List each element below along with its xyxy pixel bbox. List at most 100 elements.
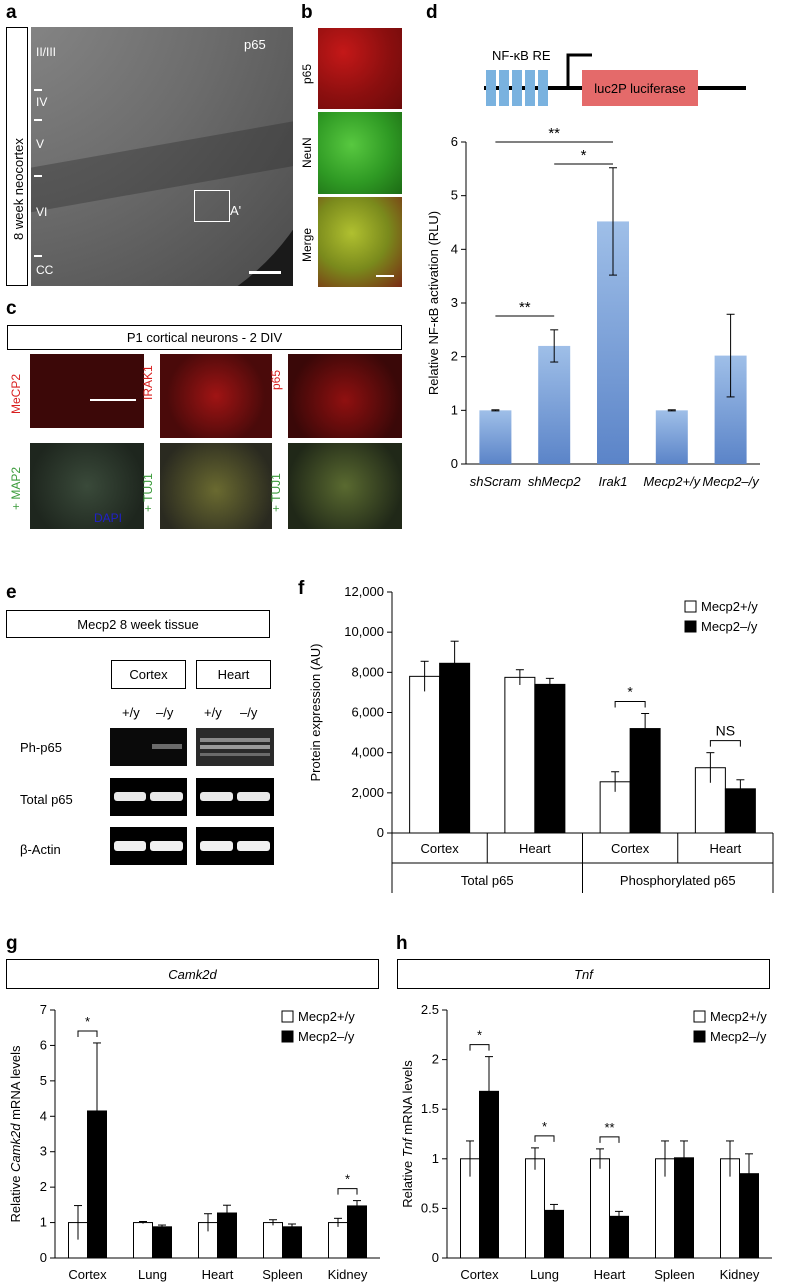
y-tick-label: 0 <box>451 456 458 471</box>
x-tick-label: Spleen <box>654 1267 694 1282</box>
significance-label: * <box>542 1119 547 1134</box>
y-tick-label: 1 <box>432 1151 439 1166</box>
bar-shScram <box>479 410 512 464</box>
mecp2-micrograph <box>30 354 144 428</box>
y-tick-label: 1 <box>451 402 458 417</box>
bar-Mecp2–/y <box>439 662 471 834</box>
tnf-mrna-chart: 00.511.522.5** **Cortex Lung Heart Spleen Kid… <box>400 1002 772 1282</box>
neocortex-side-label: 8 week neocortex <box>11 138 26 240</box>
y-tick-label: 2.5 <box>421 1002 439 1017</box>
x-tick-label: shMecp2 <box>528 474 582 489</box>
top-label-p65: p65 <box>269 369 283 390</box>
layer-label: IV <box>36 95 48 109</box>
x-tick-label: Kidney <box>328 1267 368 1282</box>
y-tick-label: 2,000 <box>351 785 384 800</box>
scale-bar <box>90 399 136 401</box>
significance-label: ** <box>548 125 560 142</box>
significance-bracket <box>337 1188 358 1195</box>
neocortex-side-box: 8 week neocortex <box>6 27 28 286</box>
panel-label-e: e <box>6 582 17 603</box>
panel-label-a: a <box>6 2 17 23</box>
legend-label: Mecp2–/y <box>298 1029 355 1044</box>
bar-Mecp2+/y <box>525 1158 545 1259</box>
x-tick-label: Mecp2–/y <box>702 474 760 489</box>
layer-label: V <box>36 137 45 151</box>
y-tick-label: 0.5 <box>421 1200 439 1215</box>
significance-label: ** <box>604 1120 614 1135</box>
bar-shMecp2 <box>538 345 571 464</box>
bar-Mecp2–/y <box>534 683 566 834</box>
y-tick-label: 3 <box>451 295 458 310</box>
cortex-box: Cortex <box>111 660 186 689</box>
genotype-label: +/y <box>204 705 222 720</box>
tuj1-p65-micrograph <box>288 443 402 529</box>
genotype-label: –/y <box>156 705 174 720</box>
y-tick-label: 5 <box>40 1073 47 1088</box>
significance-bracket <box>614 701 646 708</box>
row-label-neun: NeuN <box>300 137 314 168</box>
row-label-p65: p65 <box>300 63 314 84</box>
legend-swatch <box>693 1010 706 1023</box>
y-axis-label: Relative NF-κB activation (RLU) <box>426 211 441 395</box>
y-tick-label: 10,000 <box>344 624 384 639</box>
bar-Mecp2–/y <box>152 1226 172 1259</box>
layer-label: VI <box>36 205 48 219</box>
neun-micrograph <box>318 112 402 194</box>
bar-Mecp2+/y <box>590 1158 610 1259</box>
legend-label: Mecp2–/y <box>701 619 758 634</box>
top-label-mecp2: MeCP2 <box>9 373 23 414</box>
x-tick-label: Heart <box>202 1267 234 1282</box>
y-tick-label: 2 <box>40 1179 47 1194</box>
legend-swatch <box>281 1010 294 1023</box>
y-tick-label: 6,000 <box>351 705 384 720</box>
significance-bracket <box>534 1135 555 1142</box>
significance-bracket <box>709 740 741 747</box>
y-tick-label: 1 <box>40 1215 47 1230</box>
bar-Mecp2+/y <box>263 1222 283 1259</box>
stain-label: p65 <box>244 37 266 52</box>
y-tick-label: 1.5 <box>421 1101 439 1116</box>
significance-label: * <box>477 1028 482 1043</box>
total-p65-heart-blot <box>196 778 274 816</box>
ph-p65-heart-blot <box>196 728 274 766</box>
total-p65-cortex-blot <box>110 778 187 816</box>
luciferase-box <box>582 70 698 106</box>
camk2d-mrna-chart: 0 1 2 3 4 5 6 7 * * Cortex Lung Heart Spleen Kidney Rel… <box>8 1002 380 1282</box>
camk2d-title-box: Camk2d <box>6 959 379 989</box>
inset-label: A' <box>230 203 242 218</box>
reporter-label: luc2P luciferase <box>594 81 686 96</box>
irak1-micrograph <box>160 354 272 438</box>
legend-label: Mecp2+/y <box>298 1009 355 1024</box>
legend-swatch <box>684 600 697 613</box>
significance-label: * <box>581 147 587 164</box>
tnf-title-box: Tnf <box>397 959 770 989</box>
y-tick-label: 2 <box>432 1052 439 1067</box>
x-tick-label: Lung <box>138 1267 167 1282</box>
layer-tick <box>34 89 42 91</box>
panel-label-b: b <box>301 2 313 23</box>
group-label: Phosphorylated p65 <box>620 873 736 888</box>
x-tick-label: Cortex <box>420 841 459 856</box>
legend-label: Mecp2+/y <box>701 599 758 614</box>
y-tick-label: 5 <box>451 188 458 203</box>
y-tick-label: 4 <box>40 1108 47 1123</box>
bar-Mecp2–/y <box>609 1215 629 1259</box>
tissue-title-box: Mecp2 8 week tissue <box>6 610 270 638</box>
actin-heart-blot <box>196 827 274 865</box>
x-tick-label: Cortex <box>611 841 650 856</box>
promoter-arrow <box>566 53 592 88</box>
x-tick-label: Heart <box>709 841 741 856</box>
y-tick-label: 3 <box>40 1144 47 1159</box>
merge-micrograph <box>318 197 402 287</box>
bar-Mecp2–/y <box>282 1226 302 1259</box>
nfkb-activation-chart: 0 1 2 3 4 5 6 shScram shMecp2 Irak1 Mecp2+/y Mecp2–… <box>426 125 760 489</box>
culture-title-box: P1 cortical neurons - 2 DIV <box>7 325 402 350</box>
y-tick-label: 6 <box>451 134 458 149</box>
significance-label: * <box>345 1172 350 1187</box>
y-tick-label: 0 <box>377 825 384 840</box>
heart-box: Heart <box>196 660 271 689</box>
bar-Mecp2+/y <box>655 410 688 464</box>
nfkb-response-elements <box>486 70 548 106</box>
panel-label-d: d <box>426 2 438 23</box>
top-label-irak1: IRAK1 <box>141 365 155 400</box>
